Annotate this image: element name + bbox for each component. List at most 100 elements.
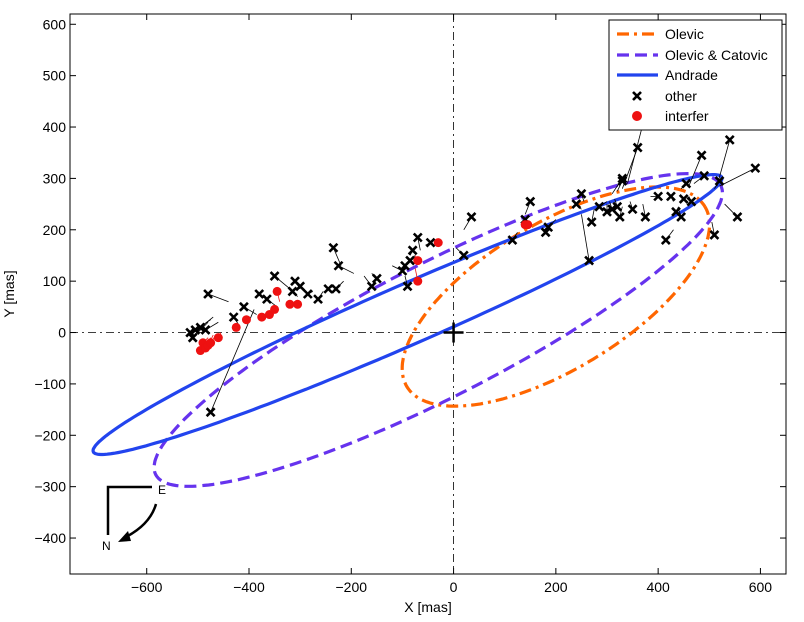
other-marker bbox=[617, 173, 628, 184]
interfer-marker bbox=[241, 315, 251, 325]
y-tick-label: 400 bbox=[43, 119, 67, 135]
connector-line bbox=[207, 293, 229, 303]
other-marker bbox=[617, 176, 628, 186]
other-marker bbox=[323, 283, 334, 294]
other-marker bbox=[185, 327, 196, 338]
other-marker bbox=[696, 150, 707, 161]
y-tick-label: 100 bbox=[43, 273, 67, 289]
other-marker bbox=[612, 201, 623, 212]
other-marker bbox=[331, 283, 341, 294]
other-marker bbox=[571, 199, 582, 210]
legend-label-interfer: interfer bbox=[665, 108, 709, 124]
other-marker bbox=[676, 212, 687, 222]
axis-ticks: −600 −400 −200 0 200 400 600 −400 −300 −200 −100 0 1… bbox=[34, 14, 786, 595]
other-markers bbox=[185, 119, 761, 418]
legend-label-olevic: Olevic bbox=[665, 26, 704, 42]
y-tick-label: 200 bbox=[43, 222, 67, 238]
other-marker bbox=[302, 289, 313, 299]
connector-line bbox=[719, 167, 756, 187]
legend-swatch-interfer bbox=[632, 111, 642, 121]
orbit-olevic bbox=[400, 185, 712, 408]
interfer-marker bbox=[272, 286, 282, 296]
y-tick-label: −300 bbox=[34, 479, 66, 495]
other-marker bbox=[287, 286, 298, 297]
other-marker bbox=[678, 194, 689, 204]
other-marker bbox=[750, 163, 761, 174]
other-marker bbox=[328, 242, 339, 253]
orbit-andrade bbox=[91, 173, 724, 457]
interfer-marker bbox=[206, 338, 216, 348]
x-tick-label: −400 bbox=[233, 579, 265, 595]
connector-line bbox=[581, 214, 590, 261]
legend-label-other: other bbox=[665, 88, 697, 104]
x-tick-label: 0 bbox=[450, 579, 458, 595]
other-marker bbox=[402, 281, 413, 292]
other-marker bbox=[269, 271, 280, 281]
other-marker bbox=[205, 407, 216, 418]
other-marker bbox=[228, 312, 239, 323]
other-marker bbox=[607, 204, 618, 215]
other-marker bbox=[576, 188, 587, 199]
interfer-marker bbox=[433, 238, 443, 248]
other-marker bbox=[397, 265, 408, 276]
crosshair-lines bbox=[70, 14, 786, 574]
connector-line bbox=[716, 139, 731, 187]
other-marker bbox=[425, 237, 436, 248]
y-tick-label: −400 bbox=[34, 530, 66, 546]
other-marker bbox=[371, 273, 382, 284]
other-marker bbox=[627, 204, 638, 215]
legend-label-olevic-catovic: Olevic & Catovic bbox=[665, 47, 768, 63]
connector-line bbox=[688, 155, 702, 187]
other-marker bbox=[614, 212, 625, 222]
other-marker bbox=[632, 142, 643, 153]
other-marker bbox=[458, 250, 469, 261]
other-marker bbox=[466, 212, 477, 222]
x-axis-title: X [mas] bbox=[404, 599, 451, 615]
other-marker bbox=[681, 178, 692, 189]
interfer-markers bbox=[195, 220, 533, 356]
x-tick-label: −200 bbox=[336, 579, 368, 595]
other-marker bbox=[405, 255, 416, 266]
orbit-ellipses bbox=[91, 172, 725, 488]
other-marker bbox=[412, 232, 423, 243]
connector-line bbox=[627, 124, 644, 184]
orbit-olevic-catovic bbox=[152, 172, 725, 488]
y-axis-title: Y [mas] bbox=[1, 270, 17, 317]
other-marker bbox=[407, 245, 418, 256]
y-tick-label: −100 bbox=[34, 376, 66, 392]
other-marker bbox=[543, 222, 554, 233]
interfer-marker bbox=[523, 220, 533, 230]
other-marker bbox=[640, 212, 651, 222]
interfer-marker bbox=[285, 299, 295, 309]
legend-label-andrade: Andrade bbox=[665, 67, 718, 83]
other-marker bbox=[594, 201, 605, 212]
other-marker bbox=[254, 289, 265, 299]
other-marker bbox=[699, 170, 710, 181]
other-marker bbox=[666, 191, 676, 202]
other-marker bbox=[709, 229, 720, 240]
other-marker bbox=[686, 196, 697, 207]
interfer-marker bbox=[257, 312, 267, 322]
other-marker bbox=[333, 260, 344, 271]
compass-axes bbox=[106, 485, 152, 535]
other-marker bbox=[602, 206, 612, 217]
other-marker bbox=[203, 289, 214, 299]
interfer-marker bbox=[213, 333, 223, 343]
compass-north-label: N bbox=[102, 539, 111, 553]
other-marker bbox=[653, 191, 664, 202]
interfer-marker bbox=[270, 304, 280, 314]
other-marker bbox=[660, 235, 671, 245]
other-marker bbox=[724, 134, 735, 145]
other-marker bbox=[190, 325, 201, 335]
other-marker bbox=[540, 227, 551, 238]
other-marker bbox=[295, 281, 306, 292]
x-tick-label: 400 bbox=[646, 579, 670, 595]
interfer-marker bbox=[293, 299, 303, 309]
x-tick-label: 200 bbox=[544, 579, 568, 595]
legend-x-marker bbox=[632, 91, 642, 101]
other-marker bbox=[313, 294, 323, 305]
other-marker bbox=[261, 294, 272, 305]
other-marker bbox=[187, 332, 198, 343]
other-marker bbox=[732, 212, 743, 222]
